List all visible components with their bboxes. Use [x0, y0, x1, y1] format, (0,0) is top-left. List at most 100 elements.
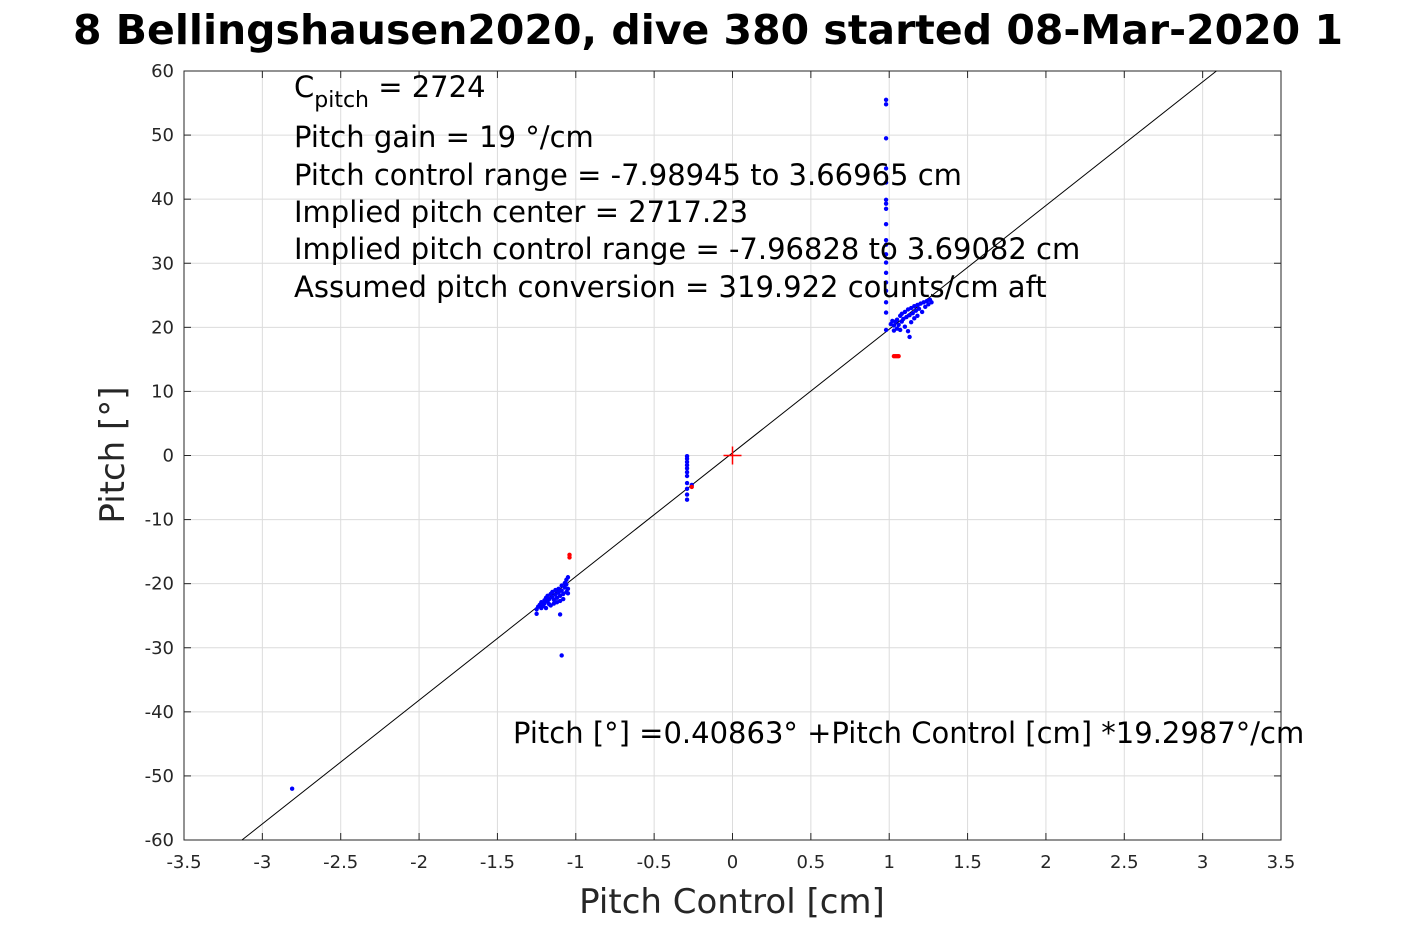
- y-tick-label: 40: [151, 189, 174, 210]
- annotation-implied-center: Implied pitch center = 2717.23: [294, 195, 748, 229]
- data-point: [883, 136, 889, 141]
- data-point: [883, 102, 889, 107]
- data-point: [894, 317, 900, 322]
- data-point: [559, 653, 564, 658]
- data-point: [916, 306, 922, 311]
- x-tick-label: -1: [567, 852, 585, 873]
- annotation-fit-equation: Pitch [°] =0.40863° +Pitch Control [cm] …: [513, 716, 1304, 750]
- data-point: [883, 237, 889, 243]
- data-point: [902, 309, 908, 315]
- data-point: [907, 334, 912, 340]
- data-points: [289, 97, 934, 791]
- axis-ticks: -3.5 -3 -2.5 -2 -1.5 -1 -0.5 0 0.5 1 1.5 2 2.5 3 3.5 -6…: [145, 61, 1296, 873]
- data-point: [883, 260, 889, 265]
- x-tick-label: 3.5: [1267, 852, 1296, 873]
- data-point: [883, 288, 889, 294]
- x-tick-label: 2: [1040, 852, 1051, 873]
- y-tick-label: -60: [145, 830, 174, 851]
- x-tick-label: 3: [1197, 852, 1208, 873]
- data-point: [567, 555, 572, 560]
- data-point: [561, 596, 566, 602]
- annotation-c-pitch: Cpitch = 2724: [294, 70, 486, 113]
- data-point: [910, 311, 915, 316]
- data-point: [883, 242, 889, 247]
- x-axis-label: Pitch Control [cm]: [579, 882, 885, 922]
- x-tick-label: -2: [410, 852, 428, 873]
- x-tick-label: -1.5: [480, 852, 515, 873]
- x-tick-label: 1.5: [953, 852, 982, 873]
- x-tick-label: 2.5: [1110, 852, 1139, 873]
- y-tick-label: -50: [145, 766, 174, 787]
- annotation-implied-range: Implied pitch control range = -7.96828 t…: [294, 232, 1080, 266]
- data-point: [883, 252, 889, 257]
- data-point: [891, 323, 897, 328]
- data-point: [565, 586, 571, 591]
- data-point: [883, 201, 889, 206]
- data-point: [883, 300, 889, 305]
- annotation-conversion: Assumed pitch conversion = 319.922 count…: [294, 270, 1047, 304]
- y-tick-label: 50: [151, 125, 174, 146]
- x-tick-label: -3.5: [166, 852, 201, 873]
- data-point: [564, 582, 569, 587]
- data-point: [684, 486, 690, 492]
- data-point: [684, 473, 690, 479]
- data-point: [923, 304, 928, 310]
- data-point: [684, 469, 690, 475]
- data-point: [929, 300, 934, 305]
- data-point: [557, 612, 563, 617]
- data-point: [915, 313, 920, 318]
- x-tick-label: 0.5: [797, 852, 826, 873]
- data-point: [883, 97, 889, 103]
- data-point: [565, 591, 571, 596]
- data-point: [684, 466, 690, 471]
- data-point: [912, 316, 917, 321]
- data-point: [684, 492, 690, 497]
- data-point: [684, 480, 690, 486]
- data-point: [684, 497, 690, 502]
- annotation-pitch-gain: Pitch gain = 19 °/cm: [294, 120, 594, 154]
- y-axis-label: Pitch [°]: [93, 386, 133, 523]
- y-tick-label: 30: [151, 253, 174, 274]
- data-point: [883, 270, 889, 276]
- y-tick-label: -30: [145, 638, 174, 659]
- data-point: [897, 327, 903, 333]
- data-point: [896, 353, 901, 359]
- y-tick-label: 60: [151, 61, 174, 82]
- x-tick-label: -0.5: [637, 852, 672, 873]
- data-point: [908, 320, 914, 325]
- x-tick-label: 1: [883, 852, 894, 873]
- data-point: [543, 605, 549, 611]
- x-tick-label: -3: [253, 852, 271, 873]
- y-tick-label: -20: [145, 574, 174, 595]
- annotation-control-range: Pitch control range = -7.98945 to 3.6696…: [294, 158, 962, 192]
- y-tick-label: 0: [163, 446, 174, 467]
- data-point: [684, 459, 690, 465]
- y-tick-label: -40: [145, 702, 174, 723]
- y-tick-label: 20: [151, 317, 174, 338]
- data-point: [689, 484, 694, 490]
- data-point: [919, 309, 925, 315]
- data-point: [883, 280, 889, 285]
- chart-title: 8 Bellingshausen2020, dive 380 started 0…: [72, 6, 1344, 54]
- data-point: [684, 462, 690, 468]
- data-point: [883, 166, 889, 171]
- x-tick-label: -2.5: [323, 852, 358, 873]
- center-marker-group: [723, 446, 742, 465]
- x-tick-label: 0: [727, 852, 738, 873]
- data-point: [565, 575, 571, 580]
- data-point: [896, 322, 901, 327]
- data-point: [883, 206, 889, 211]
- y-tick-label: 10: [151, 381, 174, 402]
- data-point: [289, 786, 295, 791]
- data-point: [902, 324, 908, 329]
- y-tick-label: -10: [145, 510, 174, 531]
- data-point: [883, 327, 889, 333]
- data-point: [883, 310, 889, 315]
- data-point: [534, 611, 539, 616]
- data-point: [684, 456, 690, 461]
- data-point: [883, 180, 889, 185]
- data-point: [883, 197, 889, 203]
- data-point: [883, 221, 889, 227]
- data-point: [905, 328, 911, 334]
